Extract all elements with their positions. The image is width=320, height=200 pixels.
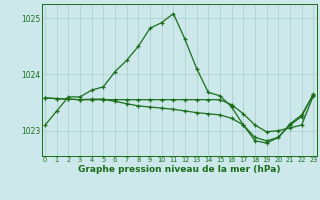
X-axis label: Graphe pression niveau de la mer (hPa): Graphe pression niveau de la mer (hPa) bbox=[78, 165, 280, 174]
